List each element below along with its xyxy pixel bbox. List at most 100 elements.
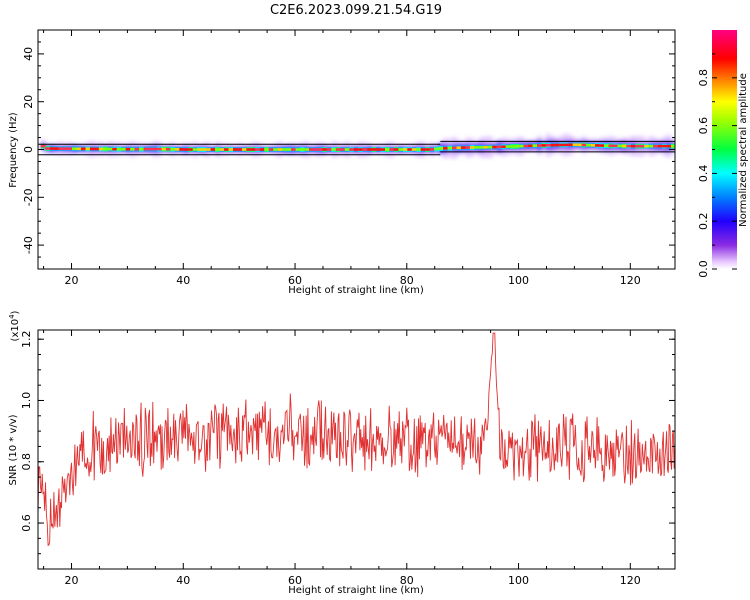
spectrogram-y-tick-label-20: 20 bbox=[22, 95, 35, 109]
spectrogram-cell bbox=[210, 148, 216, 151]
snr-plot-area bbox=[38, 330, 675, 569]
spectrogram-cell bbox=[335, 148, 341, 151]
spectrogram-cell bbox=[250, 148, 256, 151]
spectrogram-cell bbox=[219, 148, 225, 151]
colorbar-tick-label-0.6: 0.6 bbox=[697, 117, 710, 135]
spectrogram-cell bbox=[362, 148, 368, 151]
spectrogram-cell bbox=[595, 144, 600, 147]
spectrogram-y-tick-label-0: 0 bbox=[22, 146, 35, 153]
colorbar-ticks: 0.0 0.2 0.4 0.6 0.8 bbox=[697, 53, 737, 278]
spectrogram-cell bbox=[541, 144, 547, 147]
spectrogram-cell bbox=[608, 144, 614, 148]
spectrogram-cell bbox=[429, 148, 435, 151]
spectrogram-cell bbox=[277, 148, 283, 151]
spectrogram-cell bbox=[639, 144, 645, 148]
snr-x-tick-label-120: 120 bbox=[620, 574, 641, 587]
spectrogram-cell bbox=[130, 147, 136, 151]
spectrogram-core bbox=[40, 142, 675, 152]
spectrogram-cell bbox=[648, 144, 654, 148]
spectrogram-cell bbox=[309, 148, 314, 151]
snr-x-tick-label-40: 40 bbox=[176, 574, 190, 587]
spectrogram-cell bbox=[496, 145, 502, 149]
spectrogram-cell bbox=[604, 144, 609, 148]
spectrogram-cell bbox=[550, 143, 556, 147]
spectrogram-cell bbox=[630, 144, 636, 148]
spectrogram-cell bbox=[532, 144, 538, 147]
spectrogram-cell bbox=[662, 144, 668, 148]
spectrogram-cell bbox=[215, 148, 221, 151]
spectrogram-cell bbox=[139, 147, 145, 151]
snr-ticks: 20 40 60 80 100 120 0.6 0.8 1.0 1.2 bbox=[20, 330, 675, 587]
colorbar-tick-label-0.4: 0.4 bbox=[697, 165, 710, 183]
spectrogram-cell bbox=[425, 148, 431, 151]
spectrogram-y-axis-label: Frequency (Hz) bbox=[8, 112, 19, 188]
spectrogram-cell bbox=[174, 148, 180, 151]
spectrogram-cell bbox=[434, 147, 440, 151]
spectrogram-cell bbox=[376, 148, 381, 151]
spectrogram-cell bbox=[152, 147, 158, 151]
spectrogram-cell bbox=[107, 147, 113, 151]
spectrogram-cell bbox=[268, 148, 274, 151]
spectrogram-cell bbox=[581, 143, 587, 147]
spectrogram-cell bbox=[528, 144, 533, 148]
colorbar-tick-label-0.8: 0.8 bbox=[697, 69, 710, 87]
snr-series-line bbox=[38, 332, 675, 546]
spectrogram-cell bbox=[572, 143, 578, 147]
spectrogram-y-tick-label--40: -40 bbox=[22, 236, 35, 254]
spectrogram-cell bbox=[183, 148, 189, 151]
spectrogram-cell bbox=[657, 144, 663, 148]
spectrogram-cell bbox=[188, 148, 194, 151]
snr-y-axis-label: SNR (10 * v/v) bbox=[8, 414, 19, 485]
spectrogram-cell bbox=[67, 147, 73, 151]
spectrogram-cell bbox=[201, 148, 207, 151]
spectrogram-cell bbox=[407, 148, 413, 151]
spectrogram-cell bbox=[536, 144, 542, 147]
spectrogram-cell bbox=[438, 147, 444, 150]
spectrogram-cell bbox=[353, 148, 359, 151]
spectrogram-cell bbox=[666, 144, 672, 148]
spectrogram-cell bbox=[255, 148, 261, 151]
spectrogram-cell bbox=[143, 147, 149, 151]
spectrogram-cell bbox=[94, 147, 100, 151]
spectrogram-cell bbox=[505, 145, 511, 148]
spectrogram-cell bbox=[161, 147, 167, 151]
spectrogram-cell bbox=[617, 144, 623, 148]
figure-title: C2E6.2023.099.21.54.G19 bbox=[270, 3, 442, 18]
spectrogram-cell bbox=[452, 146, 457, 150]
spectrogram-cell bbox=[170, 147, 176, 151]
spectrogram-cell bbox=[58, 147, 64, 150]
colorbar-label: Normalized spectral amplitude bbox=[738, 73, 749, 227]
spectrogram-cell bbox=[559, 143, 565, 147]
spectrogram-cell bbox=[72, 147, 77, 151]
spectrogram-cell bbox=[519, 144, 524, 148]
spectrogram-cell bbox=[590, 143, 596, 147]
spectrogram-cell bbox=[568, 143, 574, 147]
spectrogram-cell bbox=[447, 146, 453, 150]
spectrogram-cell bbox=[273, 148, 279, 151]
snr-x-axis-label: Height of straight line (km) bbox=[288, 585, 424, 596]
spectrogram-cell bbox=[393, 148, 399, 151]
snr-x-tick-label-100: 100 bbox=[508, 574, 529, 587]
spectrogram-cell bbox=[469, 146, 475, 149]
spectrogram-cell bbox=[326, 148, 332, 151]
spectrogram-cell bbox=[286, 148, 292, 151]
snr-y-tick-label-3: 1.2 bbox=[20, 330, 33, 348]
spectrogram-cell bbox=[165, 147, 171, 151]
spectrogram-ticks: 20 40 60 80 100 120 -40 -20 0 20 40 bbox=[22, 29, 675, 287]
spectrogram-cell bbox=[460, 146, 466, 149]
spectrogram-cell bbox=[478, 146, 484, 149]
spectrogram-cell bbox=[487, 145, 493, 149]
spectrogram-x-tick-label-80: 80 bbox=[400, 274, 414, 287]
spectrogram-cell bbox=[264, 148, 270, 151]
spectrogram-cell bbox=[545, 143, 551, 147]
spectrogram-cell bbox=[389, 148, 395, 151]
spectrogram-cell bbox=[514, 144, 520, 148]
spectrogram-cell bbox=[179, 148, 185, 151]
snr-y-tick-label-2: 1.0 bbox=[20, 392, 33, 410]
spectrogram-cell bbox=[577, 143, 583, 147]
spectrogram-cell bbox=[671, 144, 675, 148]
spectrogram-cell bbox=[380, 148, 386, 151]
spectrogram-cell bbox=[206, 148, 212, 151]
spectrogram-cell bbox=[420, 148, 426, 151]
colorbar-gradient bbox=[712, 30, 737, 269]
